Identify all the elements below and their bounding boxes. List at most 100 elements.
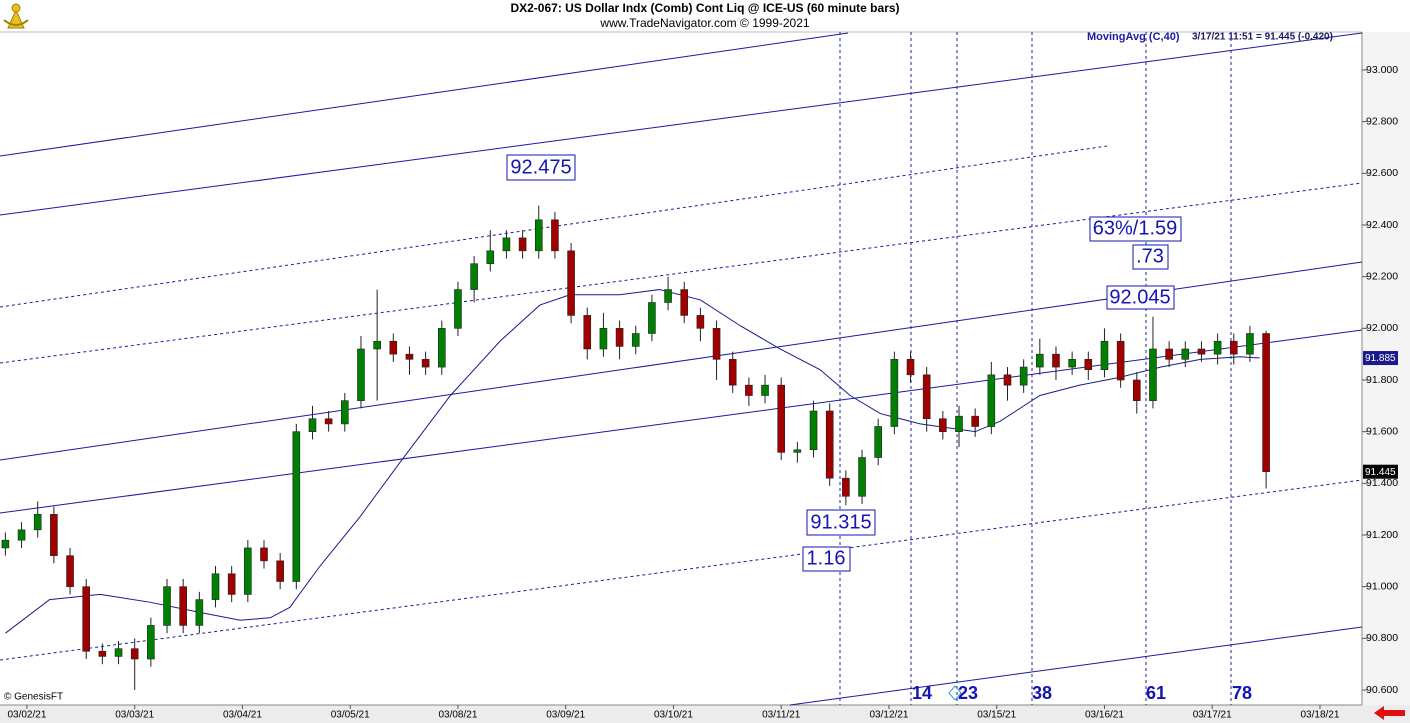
price-flag-label: 91.885 <box>1365 353 1396 364</box>
candle-body <box>518 237 527 252</box>
candle-body <box>583 315 592 350</box>
y-tick-label: 91.200 <box>1366 529 1398 541</box>
candle-body <box>777 384 786 453</box>
candle-body <box>66 555 74 587</box>
candle-body <box>631 333 640 347</box>
cycle-label: 78 <box>1232 683 1252 703</box>
trend-line <box>0 182 1363 364</box>
y-tick-label: 91.400 <box>1366 477 1398 489</box>
candle-body <box>809 410 818 451</box>
candle-body <box>922 374 931 420</box>
x-tick-label: 03/02/21 <box>7 710 46 721</box>
x-tick-label: 03/18/21 <box>1301 710 1340 721</box>
candle-body <box>971 415 979 427</box>
candle-body <box>1084 359 1093 370</box>
annotation: 91.315 <box>810 511 871 533</box>
candle-body <box>405 353 414 360</box>
x-tick-label: 03/05/21 <box>331 710 370 721</box>
y-tick-label: 91.800 <box>1366 374 1398 386</box>
scroll-arrow[interactable] <box>1374 706 1405 720</box>
candle-body <box>793 449 802 453</box>
candle-body <box>260 547 268 562</box>
copyright: © GenesisFT <box>4 692 63 703</box>
annotation-box <box>802 546 851 572</box>
candle-body <box>33 514 42 531</box>
x-tick-label: 03/10/21 <box>654 710 693 721</box>
candle-body <box>114 648 123 657</box>
candle-body <box>470 263 478 290</box>
trend-line <box>0 479 1363 661</box>
trend-line <box>0 32 1363 216</box>
candle-body <box>599 328 608 350</box>
annotation-box <box>1089 216 1182 242</box>
candle-body <box>341 400 349 425</box>
candle-body <box>906 359 915 376</box>
candle-body <box>1181 348 1190 360</box>
y-tick-label: 90.600 <box>1366 684 1398 696</box>
x-tick-label: 03/09/21 <box>546 710 585 721</box>
candle-body <box>276 560 284 582</box>
y-tick-label: 93.000 <box>1366 64 1398 76</box>
candle-body <box>454 289 462 329</box>
price-flag-label: 91.445 <box>1365 467 1396 478</box>
cycle-label: 23 <box>958 683 978 703</box>
candle-body <box>728 359 737 386</box>
logo <box>3 3 29 29</box>
moving-average-line <box>5 289 1260 634</box>
annotation: 1.16 <box>807 547 846 569</box>
candle-body <box>534 219 543 252</box>
y-tick-label: 91.000 <box>1366 580 1398 592</box>
candle-body <box>1213 340 1222 355</box>
candle-body <box>357 348 365 401</box>
candle-body <box>308 418 317 432</box>
candle-body <box>1036 353 1044 368</box>
candle-body <box>1019 366 1028 386</box>
legend-entry: MovingAvg (C,40) <box>1087 31 1180 43</box>
candle-body <box>648 302 656 334</box>
annotation-box <box>1106 285 1175 310</box>
candle-body <box>712 328 721 360</box>
annotation-box <box>806 509 876 536</box>
annotation: 92.475 <box>510 156 571 178</box>
candle-body <box>1197 348 1206 355</box>
y-tick-label: 92.200 <box>1366 270 1398 282</box>
chart-title: DX2-067: US Dollar Indx (Comb) Cont Liq … <box>510 1 899 15</box>
price-flag <box>1363 464 1398 479</box>
candle-body <box>17 529 26 541</box>
candle-body <box>227 573 236 595</box>
candle-body <box>842 477 850 497</box>
x-tick-label: 03/17/21 <box>1193 710 1232 721</box>
candle-body <box>1068 359 1076 368</box>
candle-body <box>1116 340 1125 381</box>
candle-body <box>1100 340 1109 370</box>
x-tick-label: 03/03/21 <box>115 710 154 721</box>
candle-body <box>680 289 689 316</box>
candle-body <box>745 384 753 396</box>
marker-icon <box>948 685 962 701</box>
candle-body <box>1262 333 1270 473</box>
candle-body <box>1165 348 1173 360</box>
candle-body <box>502 237 511 252</box>
x-tick-label: 03/04/21 <box>223 710 262 721</box>
candle-body <box>696 315 705 329</box>
last-quote: 3/17/21 11:51 = 91.445 (-0.420) <box>1192 32 1333 43</box>
annotations: 92.475 63%/1.59 .73 92.045 91.315 1.16 1… <box>506 154 1252 703</box>
candle-body <box>147 625 155 660</box>
candle-body <box>987 374 996 427</box>
x-tick-label: 03/15/21 <box>977 710 1016 721</box>
trend-line <box>0 32 849 157</box>
y-tick-label: 92.000 <box>1366 322 1398 334</box>
y-tick-label: 91.600 <box>1366 425 1398 437</box>
candle-body <box>130 648 139 660</box>
x-tick-label: 03/16/21 <box>1085 710 1124 721</box>
candle-body <box>551 219 559 252</box>
candle-body <box>825 410 834 479</box>
candle-body <box>486 250 495 265</box>
y-tick-label: 92.800 <box>1366 115 1398 127</box>
candle-body <box>82 586 91 652</box>
candle-body <box>195 599 204 626</box>
candle-body <box>1052 353 1060 368</box>
candle-body <box>373 340 381 350</box>
cycle-label: 38 <box>1032 683 1052 703</box>
